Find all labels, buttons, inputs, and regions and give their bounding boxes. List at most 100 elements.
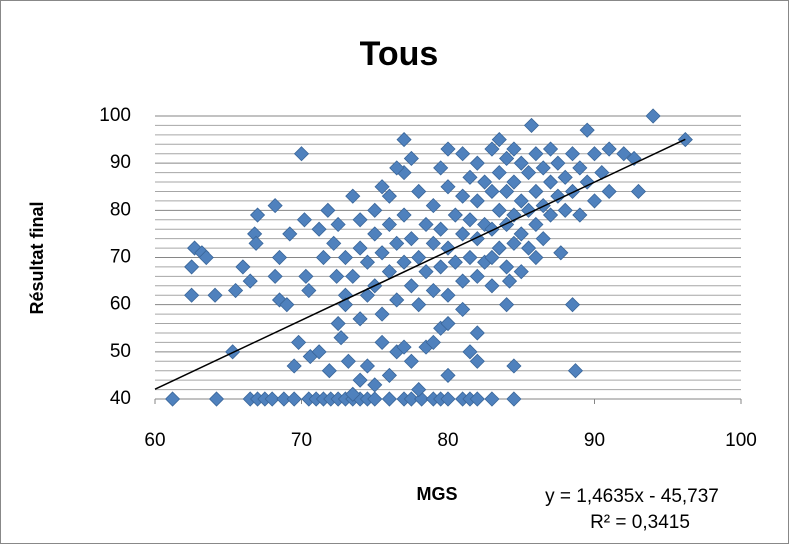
- point: [326, 235, 342, 251]
- x-tick-label: 80: [437, 430, 458, 451]
- point: [359, 287, 375, 303]
- point: [345, 188, 361, 204]
- point: [381, 391, 397, 407]
- point: [579, 122, 595, 138]
- point: [499, 150, 515, 167]
- point: [396, 132, 412, 148]
- point: [513, 155, 529, 171]
- point: [491, 202, 507, 218]
- point: [249, 207, 266, 223]
- point: [425, 235, 441, 251]
- point: [293, 146, 310, 162]
- point: [528, 183, 544, 200]
- point: [425, 334, 441, 350]
- point: [411, 297, 427, 313]
- point: [330, 315, 346, 332]
- point: [506, 235, 522, 251]
- y-tick-label: 40: [110, 388, 131, 409]
- y-tick-label: 80: [110, 199, 131, 220]
- point: [572, 207, 588, 223]
- point: [359, 358, 375, 374]
- point: [501, 273, 518, 289]
- point: [499, 297, 515, 313]
- point: [491, 165, 507, 181]
- trendline-equation: y = 1,4635x - 45,737: [545, 486, 719, 507]
- point: [381, 216, 397, 233]
- point: [440, 240, 456, 256]
- point: [513, 264, 529, 280]
- point: [320, 202, 336, 218]
- point: [264, 391, 280, 407]
- point: [564, 297, 581, 313]
- y-tick-label: 60: [110, 294, 131, 315]
- point: [248, 235, 264, 251]
- point: [440, 315, 456, 332]
- point: [330, 216, 346, 233]
- point: [506, 358, 522, 374]
- point: [521, 165, 537, 181]
- point: [411, 183, 427, 200]
- point: [242, 273, 258, 289]
- point: [403, 278, 419, 294]
- point: [484, 278, 500, 294]
- y-tick-label: 50: [110, 341, 131, 362]
- point: [403, 231, 419, 247]
- point: [184, 287, 200, 303]
- point: [396, 254, 412, 270]
- point: [542, 141, 559, 157]
- point: [340, 353, 356, 369]
- point: [235, 259, 251, 275]
- point: [267, 268, 283, 284]
- point: [433, 160, 449, 176]
- point: [440, 391, 456, 407]
- point: [550, 155, 566, 171]
- y-axis-label: Résultat final: [27, 201, 47, 314]
- point: [433, 259, 449, 275]
- point: [367, 202, 383, 218]
- point: [440, 179, 456, 195]
- point: [374, 179, 390, 195]
- point: [557, 202, 573, 218]
- point: [579, 174, 595, 190]
- point: [352, 372, 368, 388]
- point: [440, 141, 456, 157]
- point: [469, 391, 485, 407]
- point: [462, 249, 478, 266]
- point: [228, 282, 244, 299]
- point: [491, 240, 507, 256]
- y-tick-label: 90: [110, 152, 131, 173]
- point: [630, 183, 647, 200]
- y-tick-label: 70: [110, 247, 131, 268]
- point: [523, 117, 540, 133]
- point: [286, 391, 302, 407]
- point: [528, 249, 544, 266]
- point: [462, 212, 478, 228]
- point: [282, 226, 298, 242]
- point: [381, 188, 397, 204]
- point: [279, 297, 295, 313]
- point: [645, 108, 661, 124]
- point: [352, 240, 368, 256]
- point: [418, 264, 434, 280]
- point: [396, 207, 412, 223]
- point: [425, 198, 441, 214]
- point: [381, 367, 397, 383]
- point: [208, 391, 225, 407]
- x-axis-label: MGS: [416, 484, 457, 504]
- point: [535, 231, 551, 247]
- point: [462, 344, 478, 360]
- point: [352, 311, 368, 327]
- point: [469, 193, 485, 209]
- point: [291, 334, 307, 350]
- point: [499, 259, 515, 275]
- r-squared: R² = 0,3415: [590, 512, 690, 533]
- point: [425, 282, 441, 299]
- point: [462, 169, 478, 185]
- point: [521, 240, 537, 256]
- point: [491, 132, 507, 148]
- point: [267, 198, 283, 214]
- point: [513, 193, 529, 209]
- point: [333, 330, 349, 346]
